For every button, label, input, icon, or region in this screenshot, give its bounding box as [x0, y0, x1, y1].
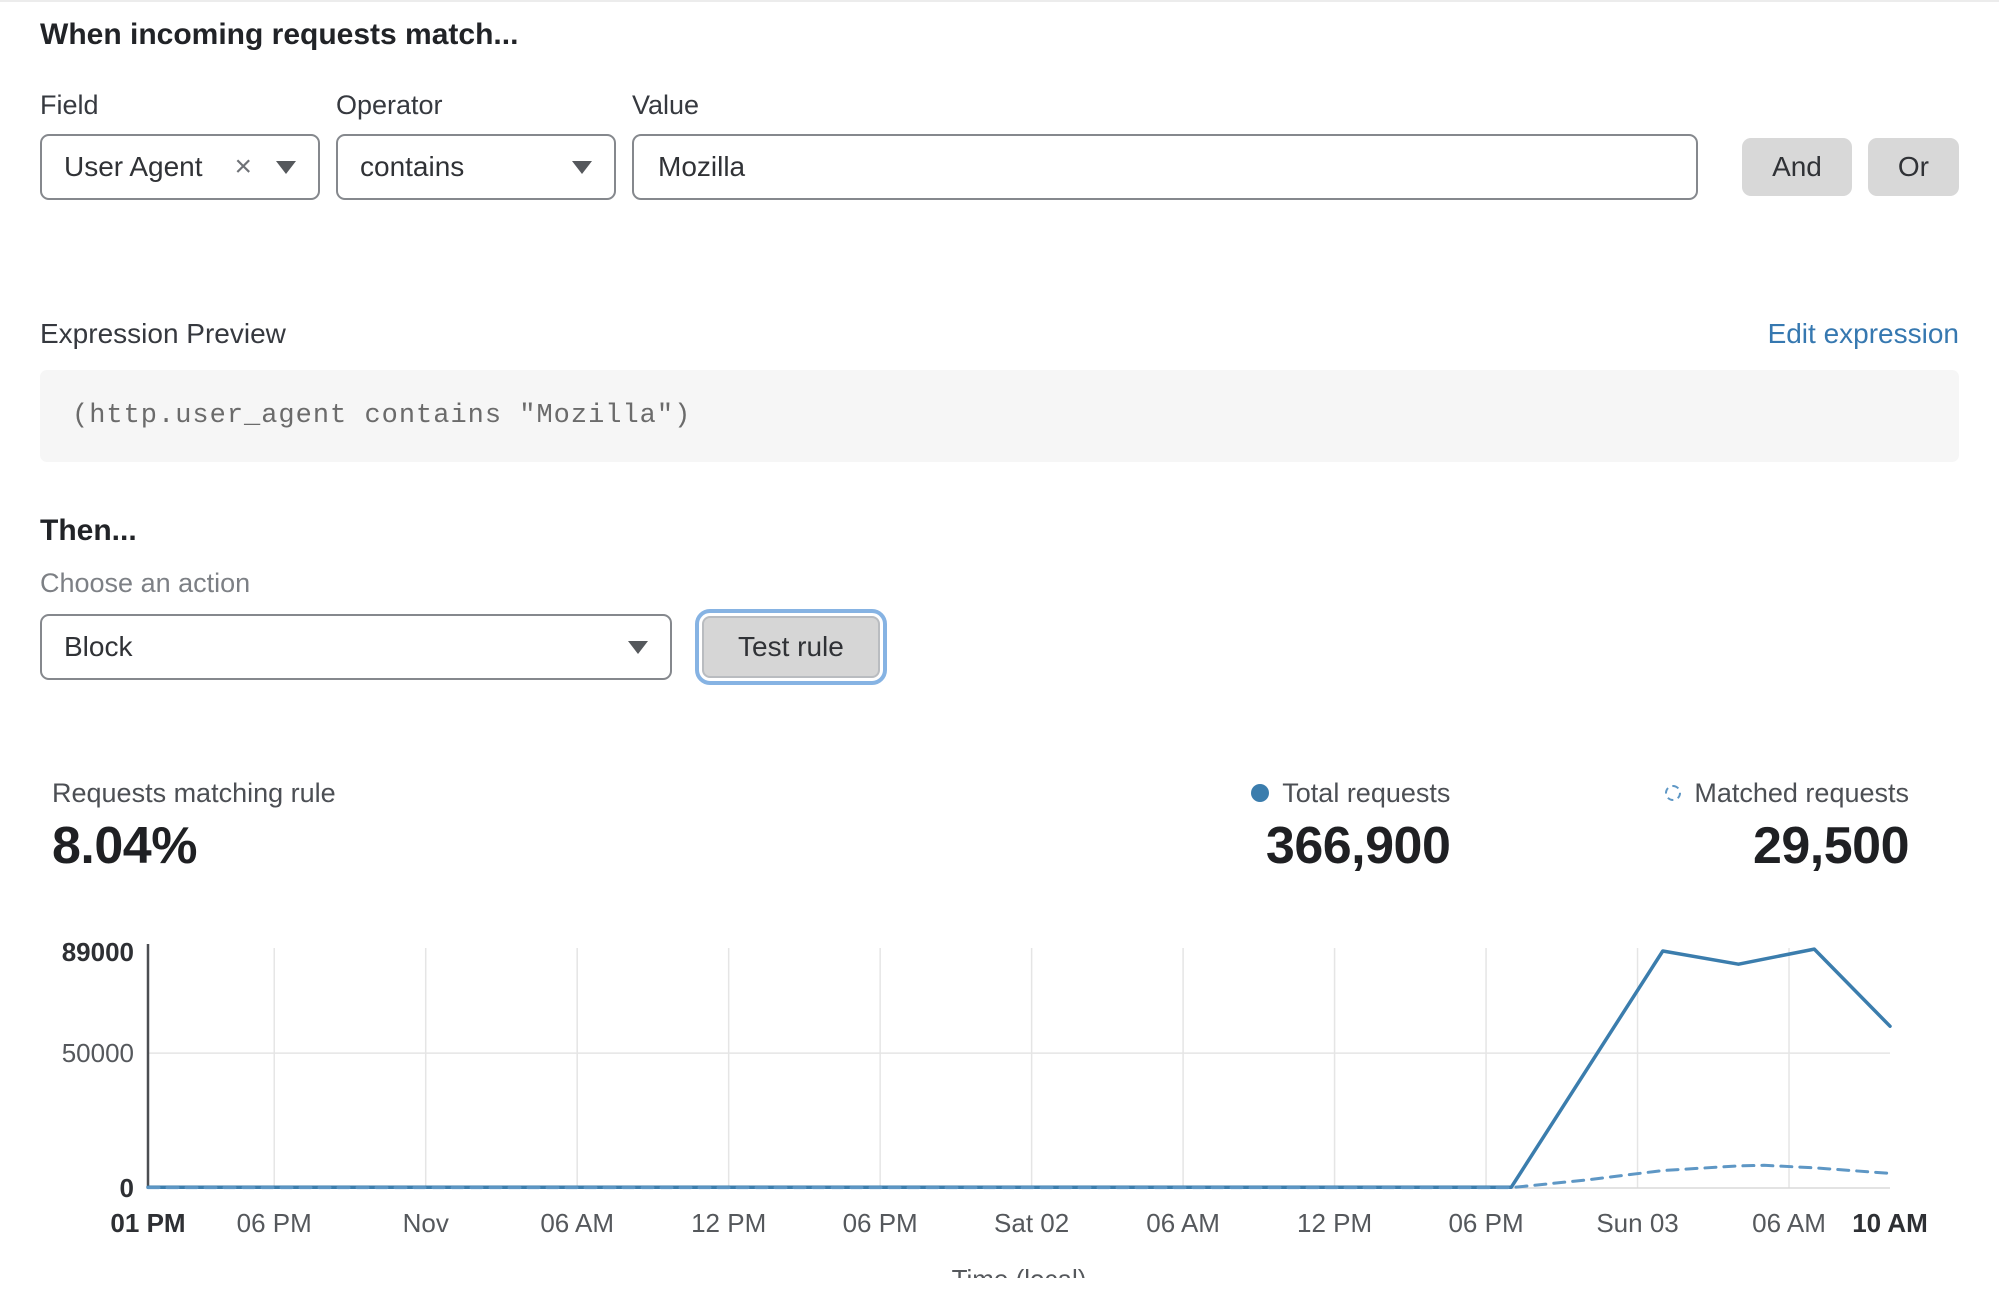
- svg-text:Nov: Nov: [403, 1208, 449, 1238]
- requests-chart: 0 50000 89000 01 PM 06 PM Nov 06 AM 12 PM 06 PM S…: [62, 937, 1928, 1294]
- matching-rule-value: 8.04%: [52, 817, 197, 875]
- chart-container: 0 50000 89000 01 PM 06 PM Nov 06 AM 12 PM 06 PM S…: [40, 926, 1959, 1294]
- condition-labels: Field Operator Value: [40, 88, 1959, 122]
- matched-requests-value: 29,500: [1752, 817, 1910, 875]
- choose-action-label: Choose an action: [40, 568, 251, 598]
- then-heading: Then...: [40, 514, 137, 547]
- field-select-value: User Agent: [64, 151, 203, 182]
- svg-text:06 PM: 06 PM: [237, 1208, 312, 1238]
- stat-matching: Requests matching rule 8.04%: [52, 776, 336, 876]
- svg-text:06 PM: 06 PM: [1448, 1208, 1523, 1238]
- clear-field-icon[interactable]: ×: [234, 150, 252, 183]
- operator-select[interactable]: contains: [336, 134, 616, 200]
- total-requests-value: 366,900: [1265, 817, 1451, 875]
- conjunction-buttons: And Or: [1742, 138, 1959, 196]
- total-requests-legend-icon: [1251, 784, 1270, 802]
- condition-row: User Agent × contains And Or: [40, 134, 1959, 200]
- field-label: Field: [40, 90, 99, 120]
- expression-header: Expression Preview Edit expression: [40, 316, 1959, 352]
- expression-preview-label: Expression Preview: [40, 318, 286, 349]
- total-requests-label: Total requests: [1282, 778, 1451, 808]
- action-select-value: Block: [64, 631, 133, 662]
- svg-text:01 PM: 01 PM: [110, 1208, 185, 1238]
- value-input[interactable]: [632, 134, 1699, 200]
- or-button[interactable]: Or: [1867, 138, 1959, 196]
- matched-requests-legend-icon: [1665, 785, 1682, 801]
- svg-text:89000: 89000: [62, 937, 134, 967]
- chevron-down-icon: [276, 160, 296, 174]
- test-rule-button[interactable]: Test rule: [695, 609, 887, 685]
- expression-code: (http.user_agent contains "Mozilla"): [72, 401, 692, 431]
- edit-expression-link[interactable]: Edit expression: [1767, 318, 1959, 349]
- chevron-down-icon: [628, 640, 648, 654]
- svg-text:06 AM: 06 AM: [1146, 1208, 1220, 1238]
- action-row: Block Test rule: [40, 609, 1959, 685]
- operator-select-value: contains: [360, 151, 465, 182]
- field-select[interactable]: User Agent ×: [40, 134, 320, 200]
- svg-text:50000: 50000: [62, 1038, 134, 1068]
- page-title: When incoming requests match...: [40, 18, 519, 51]
- stats-row: Requests matching rule 8.04% Total reque…: [52, 776, 1909, 876]
- matching-rule-label: Requests matching rule: [52, 778, 336, 808]
- svg-text:0: 0: [120, 1173, 134, 1203]
- svg-text:10 AM: 10 AM: [1852, 1208, 1928, 1238]
- action-select[interactable]: Block: [40, 614, 672, 680]
- operator-label: Operator: [336, 90, 443, 120]
- svg-text:06 AM: 06 AM: [540, 1208, 614, 1238]
- expression-code-block: (http.user_agent contains "Mozilla"): [40, 370, 1959, 462]
- value-label: Value: [632, 90, 700, 120]
- stat-matched-requests: Matched requests 29,500: [1665, 776, 1909, 876]
- and-button[interactable]: And: [1742, 138, 1852, 196]
- svg-text:06 PM: 06 PM: [843, 1208, 918, 1238]
- svg-text:06 AM: 06 AM: [1752, 1208, 1826, 1238]
- svg-text:Time (local): Time (local): [952, 1264, 1087, 1278]
- svg-text:Sun 03: Sun 03: [1596, 1208, 1678, 1238]
- svg-text:12 PM: 12 PM: [691, 1208, 766, 1238]
- chevron-down-icon: [572, 160, 592, 174]
- stat-total-requests: Total requests 366,900: [1251, 776, 1451, 876]
- svg-text:Sat 02: Sat 02: [994, 1208, 1069, 1238]
- matched-requests-label: Matched requests: [1694, 778, 1909, 808]
- svg-text:12 PM: 12 PM: [1297, 1208, 1372, 1238]
